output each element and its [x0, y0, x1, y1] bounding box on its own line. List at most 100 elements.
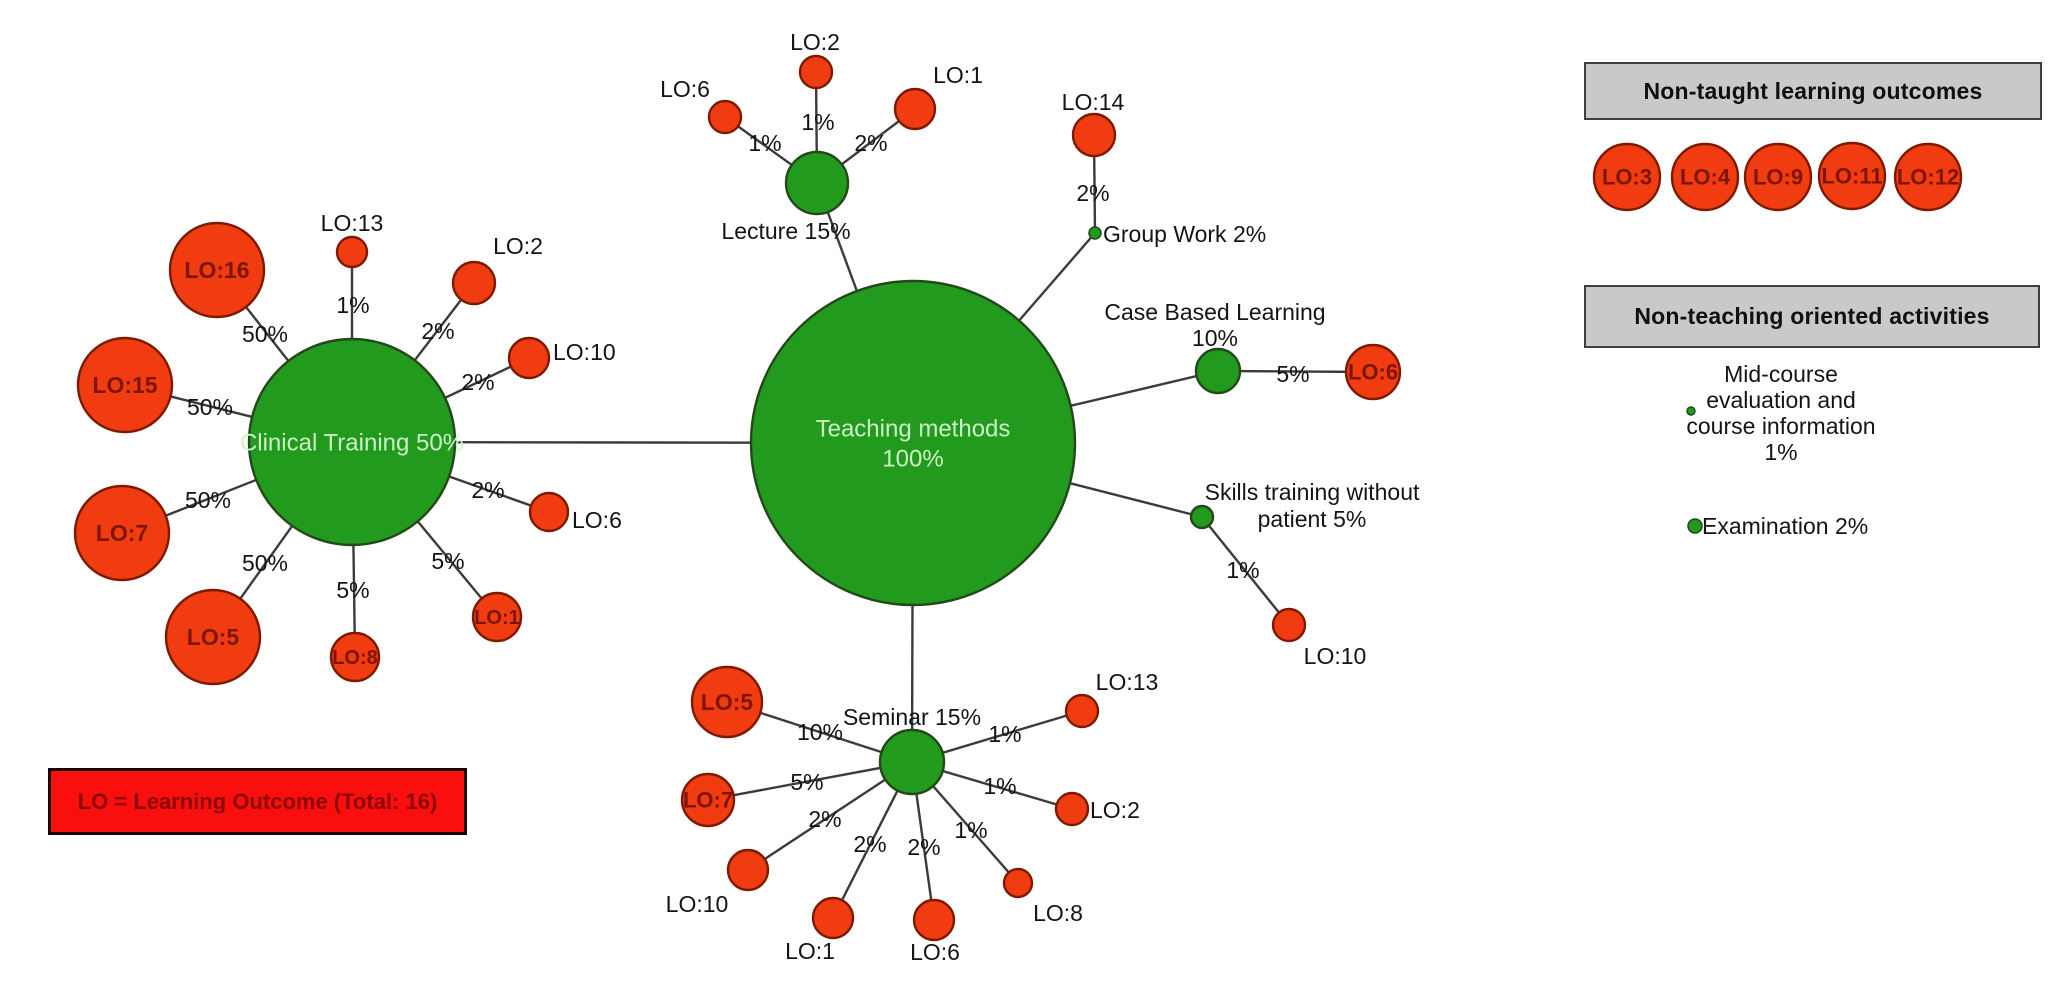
node-clinical-lo8 — [329, 631, 381, 683]
node-mid-course-dot — [1686, 406, 1696, 416]
lo-legend-box: LO = Learning Outcome (Total: 16) — [48, 768, 467, 835]
node-label-panel-lo11: LO:11 — [1821, 164, 1882, 189]
pct-seminar-lo6: 2% — [907, 834, 940, 860]
hub-label-clinical-training: Clinical Training 50% — [240, 429, 464, 456]
node-label-panel-lo4: LO:4 — [1680, 165, 1731, 190]
label-lecture: Lecture 15% — [721, 218, 850, 244]
pct-clinical-lo2: 2% — [421, 318, 454, 344]
node-label-clinical-lo5: LO:5 — [187, 624, 240, 650]
node-skills-training — [1189, 504, 1215, 530]
label-skills-lo10: LO:10 — [1304, 643, 1367, 669]
pct-seminar-lo10: 2% — [808, 806, 841, 832]
label-clinical-lo6: LO:6 — [572, 507, 622, 533]
node-panel-lo12 — [1893, 142, 1963, 212]
label-seminar-lo13: LO:13 — [1096, 669, 1159, 695]
node-groupwork-lo14 — [1071, 112, 1117, 158]
node-label-panel-lo9: LO:9 — [1753, 165, 1803, 190]
node-clinical-lo15 — [76, 336, 174, 434]
node-skills-lo10 — [1271, 607, 1307, 643]
node-teaching-methods — [749, 279, 1077, 607]
pct-seminar-lo13: 1% — [988, 721, 1021, 747]
node-clinical-lo13 — [335, 235, 369, 269]
node-seminar-lo1 — [811, 896, 855, 940]
node-label-seminar-lo5: LO:5 — [701, 689, 754, 715]
node-clinical-lo5 — [164, 588, 262, 686]
edge-line — [1201, 516, 1290, 626]
pct-groupwork-lo14: 2% — [1076, 180, 1109, 206]
label-examination: Examination 2% — [1702, 513, 1868, 539]
node-label-casebased-lo6: LO:6 — [1348, 360, 1398, 385]
pct-seminar-lo8: 1% — [954, 817, 987, 843]
node-clinical-lo6 — [528, 491, 570, 533]
node-label-clinical-lo8: LO:8 — [332, 647, 378, 669]
non-teaching-oriented-activities-header: Non-teaching oriented activities — [1584, 285, 2040, 348]
node-clinical-lo10 — [507, 336, 551, 380]
node-seminar-lo6 — [912, 898, 956, 942]
pct-seminar-lo1: 2% — [853, 831, 886, 857]
label-seminar-lo1: LO:1 — [785, 938, 835, 964]
node-panel-lo11 — [1817, 141, 1887, 211]
node-lecture-lo1 — [893, 87, 937, 131]
label-lecture-lo2: LO:2 — [790, 29, 840, 55]
label-mid-course: Mid-course — [1724, 361, 1838, 387]
pct-clinical-lo15: 50% — [187, 394, 233, 420]
node-label-panel-lo3: LO:3 — [1602, 165, 1652, 190]
node-lecture — [784, 150, 850, 216]
node-seminar-lo13 — [1064, 693, 1100, 729]
node-clinical-lo16 — [168, 221, 266, 319]
pct-lecture-lo6: 1% — [748, 130, 781, 156]
node-seminar-lo7 — [680, 772, 736, 828]
node-group-work — [1088, 226, 1102, 240]
label-clinical-lo13: LO:13 — [321, 210, 384, 236]
label-mid-course: 1% — [1764, 439, 1797, 465]
label-skills: Skills training without — [1205, 479, 1420, 505]
pct-skills-lo10: 1% — [1226, 557, 1259, 583]
hub-label-teaching-methods: Teaching methods — [816, 415, 1011, 442]
node-clinical-lo2 — [451, 260, 497, 306]
node-label-clinical-lo1: LO:1 — [474, 607, 520, 629]
pct-clinical-lo16: 50% — [242, 321, 288, 347]
node-panel-lo9 — [1743, 142, 1813, 212]
label-case-based: 10% — [1192, 325, 1238, 351]
label-clinical-lo10: LO:10 — [553, 339, 616, 365]
label-case-based: Case Based Learning — [1104, 299, 1325, 325]
node-label-panel-lo12: LO:12 — [1897, 165, 1959, 190]
pct-seminar-lo5: 10% — [797, 719, 843, 745]
edge-line — [707, 760, 913, 802]
node-case-based-learning — [1194, 347, 1242, 395]
node-casebased-lo6 — [1344, 343, 1402, 401]
label-seminar-lo10: LO:10 — [666, 891, 729, 917]
label-seminar-lo8: LO:8 — [1033, 900, 1083, 926]
hub-label-teaching-methods: 100% — [882, 445, 943, 472]
pct-clinical-lo10: 2% — [461, 369, 494, 395]
label-group-work: Group Work 2% — [1103, 221, 1266, 247]
pct-seminar-lo2: 1% — [983, 773, 1016, 799]
node-label-clinical-lo16: LO:16 — [184, 257, 249, 283]
label-lecture-lo1: LO:1 — [933, 62, 983, 88]
node-lecture-lo6 — [707, 99, 743, 135]
node-examination-dot — [1687, 518, 1703, 534]
pct-casebased-lo6: 5% — [1276, 361, 1309, 387]
node-panel-lo3 — [1592, 142, 1662, 212]
label-mid-course: evaluation and — [1706, 387, 1856, 413]
node-panel-lo4 — [1670, 142, 1740, 212]
non-taught-learning-outcomes-header: Non-taught learning outcomes — [1584, 62, 2042, 120]
node-lecture-lo2 — [798, 54, 834, 90]
pct-clinical-lo5: 50% — [242, 550, 288, 576]
label-groupwork-lo14: LO:14 — [1062, 89, 1125, 115]
label-skills: patient 5% — [1258, 506, 1367, 532]
node-seminar-lo10 — [726, 848, 770, 892]
pct-seminar-lo7: 5% — [790, 769, 823, 795]
node-clinical-lo7 — [73, 484, 171, 582]
label-seminar: Seminar 15% — [843, 704, 981, 730]
label-mid-course: course information — [1686, 413, 1875, 439]
label-seminar-lo2: LO:2 — [1090, 797, 1140, 823]
node-label-seminar-lo7: LO:7 — [683, 788, 733, 813]
pct-lecture-lo2: 1% — [801, 109, 834, 135]
pct-clinical-lo13: 1% — [336, 292, 369, 318]
node-clinical-training — [247, 337, 457, 547]
node-seminar-lo8 — [1002, 867, 1034, 899]
node-clinical-lo1 — [471, 591, 523, 643]
